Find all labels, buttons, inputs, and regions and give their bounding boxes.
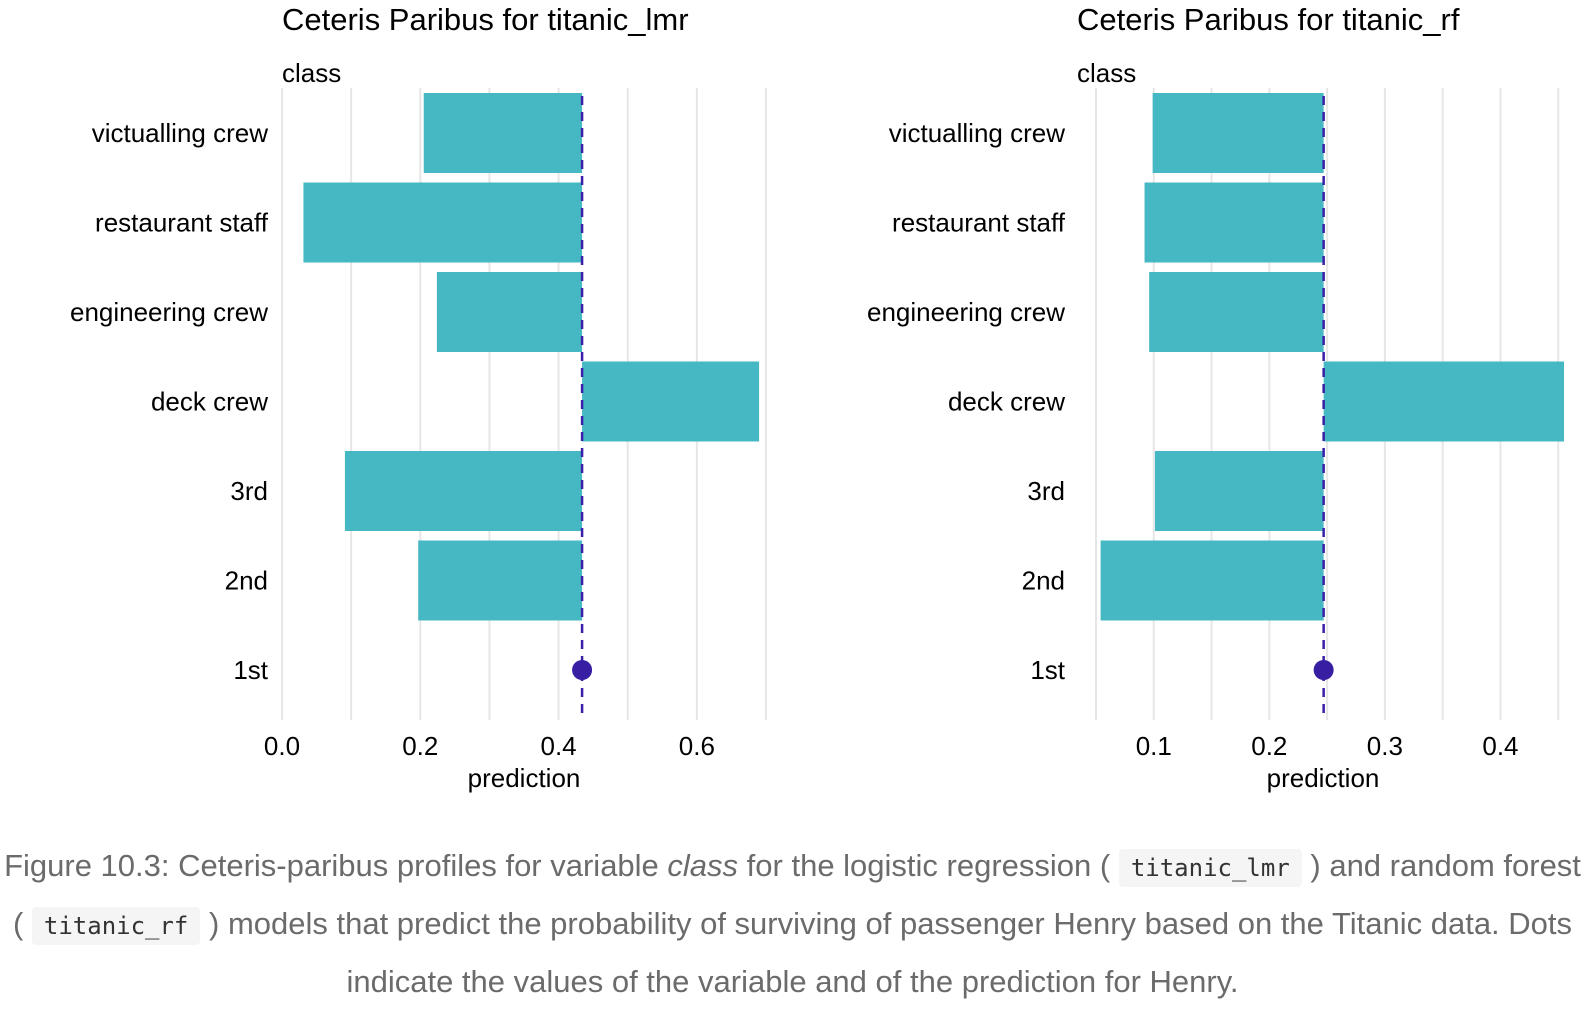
bar-victualling-crew [1152,93,1324,173]
category-label: 3rd [230,476,268,506]
bar-engineering-crew [1149,272,1324,352]
x-tick-label: 0.2 [1251,731,1287,761]
category-label: 3rd [1027,476,1065,506]
bar-restaurant-staff [303,182,583,263]
x-tick-label: 0.4 [540,731,576,761]
category-label: victualling crew [889,118,1066,148]
bar-deck-crew [1323,361,1564,442]
category-label: 2nd [1022,566,1065,596]
x-tick-label: 0.6 [679,731,715,761]
bar-engineering-crew [436,272,583,352]
caption-text-3: ) and random forest ( [12,848,1581,941]
bar-victualling-crew [423,93,583,173]
category-label: engineering crew [70,297,268,327]
variable-label: class [282,58,341,88]
category-label: deck crew [151,387,268,417]
x-tick-label: 0.1 [1136,731,1172,761]
category-label: restaurant staff [95,208,269,238]
bar-2nd [1100,540,1324,621]
bar-3rd [344,451,583,531]
caption-code-rf: titanic_rf [31,907,201,945]
x-axis-label: prediction [468,763,581,793]
chart-title: Ceteris Paribus for titanic_lmr [282,2,689,37]
caption-text-1: Figure 10.3: Ceteris-paribus profiles fo… [4,848,668,883]
x-tick-label: 0.3 [1367,731,1403,761]
variable-label: class [1077,58,1136,88]
caption-text-4: ) models that predict the probability of… [200,906,1573,999]
bar-3rd [1154,451,1324,531]
caption-text-2: for the logistic regression ( [738,848,1119,883]
x-axis-label: prediction [1267,763,1380,793]
observed-point [1313,660,1334,680]
caption-code-lmr: titanic_lmr [1118,849,1302,887]
category-label: engineering crew [867,297,1065,327]
caption-variable: class [667,848,739,883]
category-label: deck crew [948,387,1065,417]
category-label: 1st [1030,655,1065,685]
x-tick-label: 0.4 [1482,731,1518,761]
bar-2nd [418,540,583,621]
category-label: restaurant staff [892,208,1066,238]
category-label: 1st [233,655,268,685]
chart-title: Ceteris Paribus for titanic_rf [1077,2,1460,37]
bar-deck-crew [582,361,760,442]
x-tick-label: 0.2 [402,731,438,761]
x-tick-label: 0.0 [264,731,300,761]
category-label: victualling crew [92,118,269,148]
figure-caption: Figure 10.3: Ceteris-paribus profiles fo… [0,838,1585,1009]
bar-restaurant-staff [1144,182,1324,263]
category-label: 2nd [225,566,268,596]
observed-point [572,660,593,680]
